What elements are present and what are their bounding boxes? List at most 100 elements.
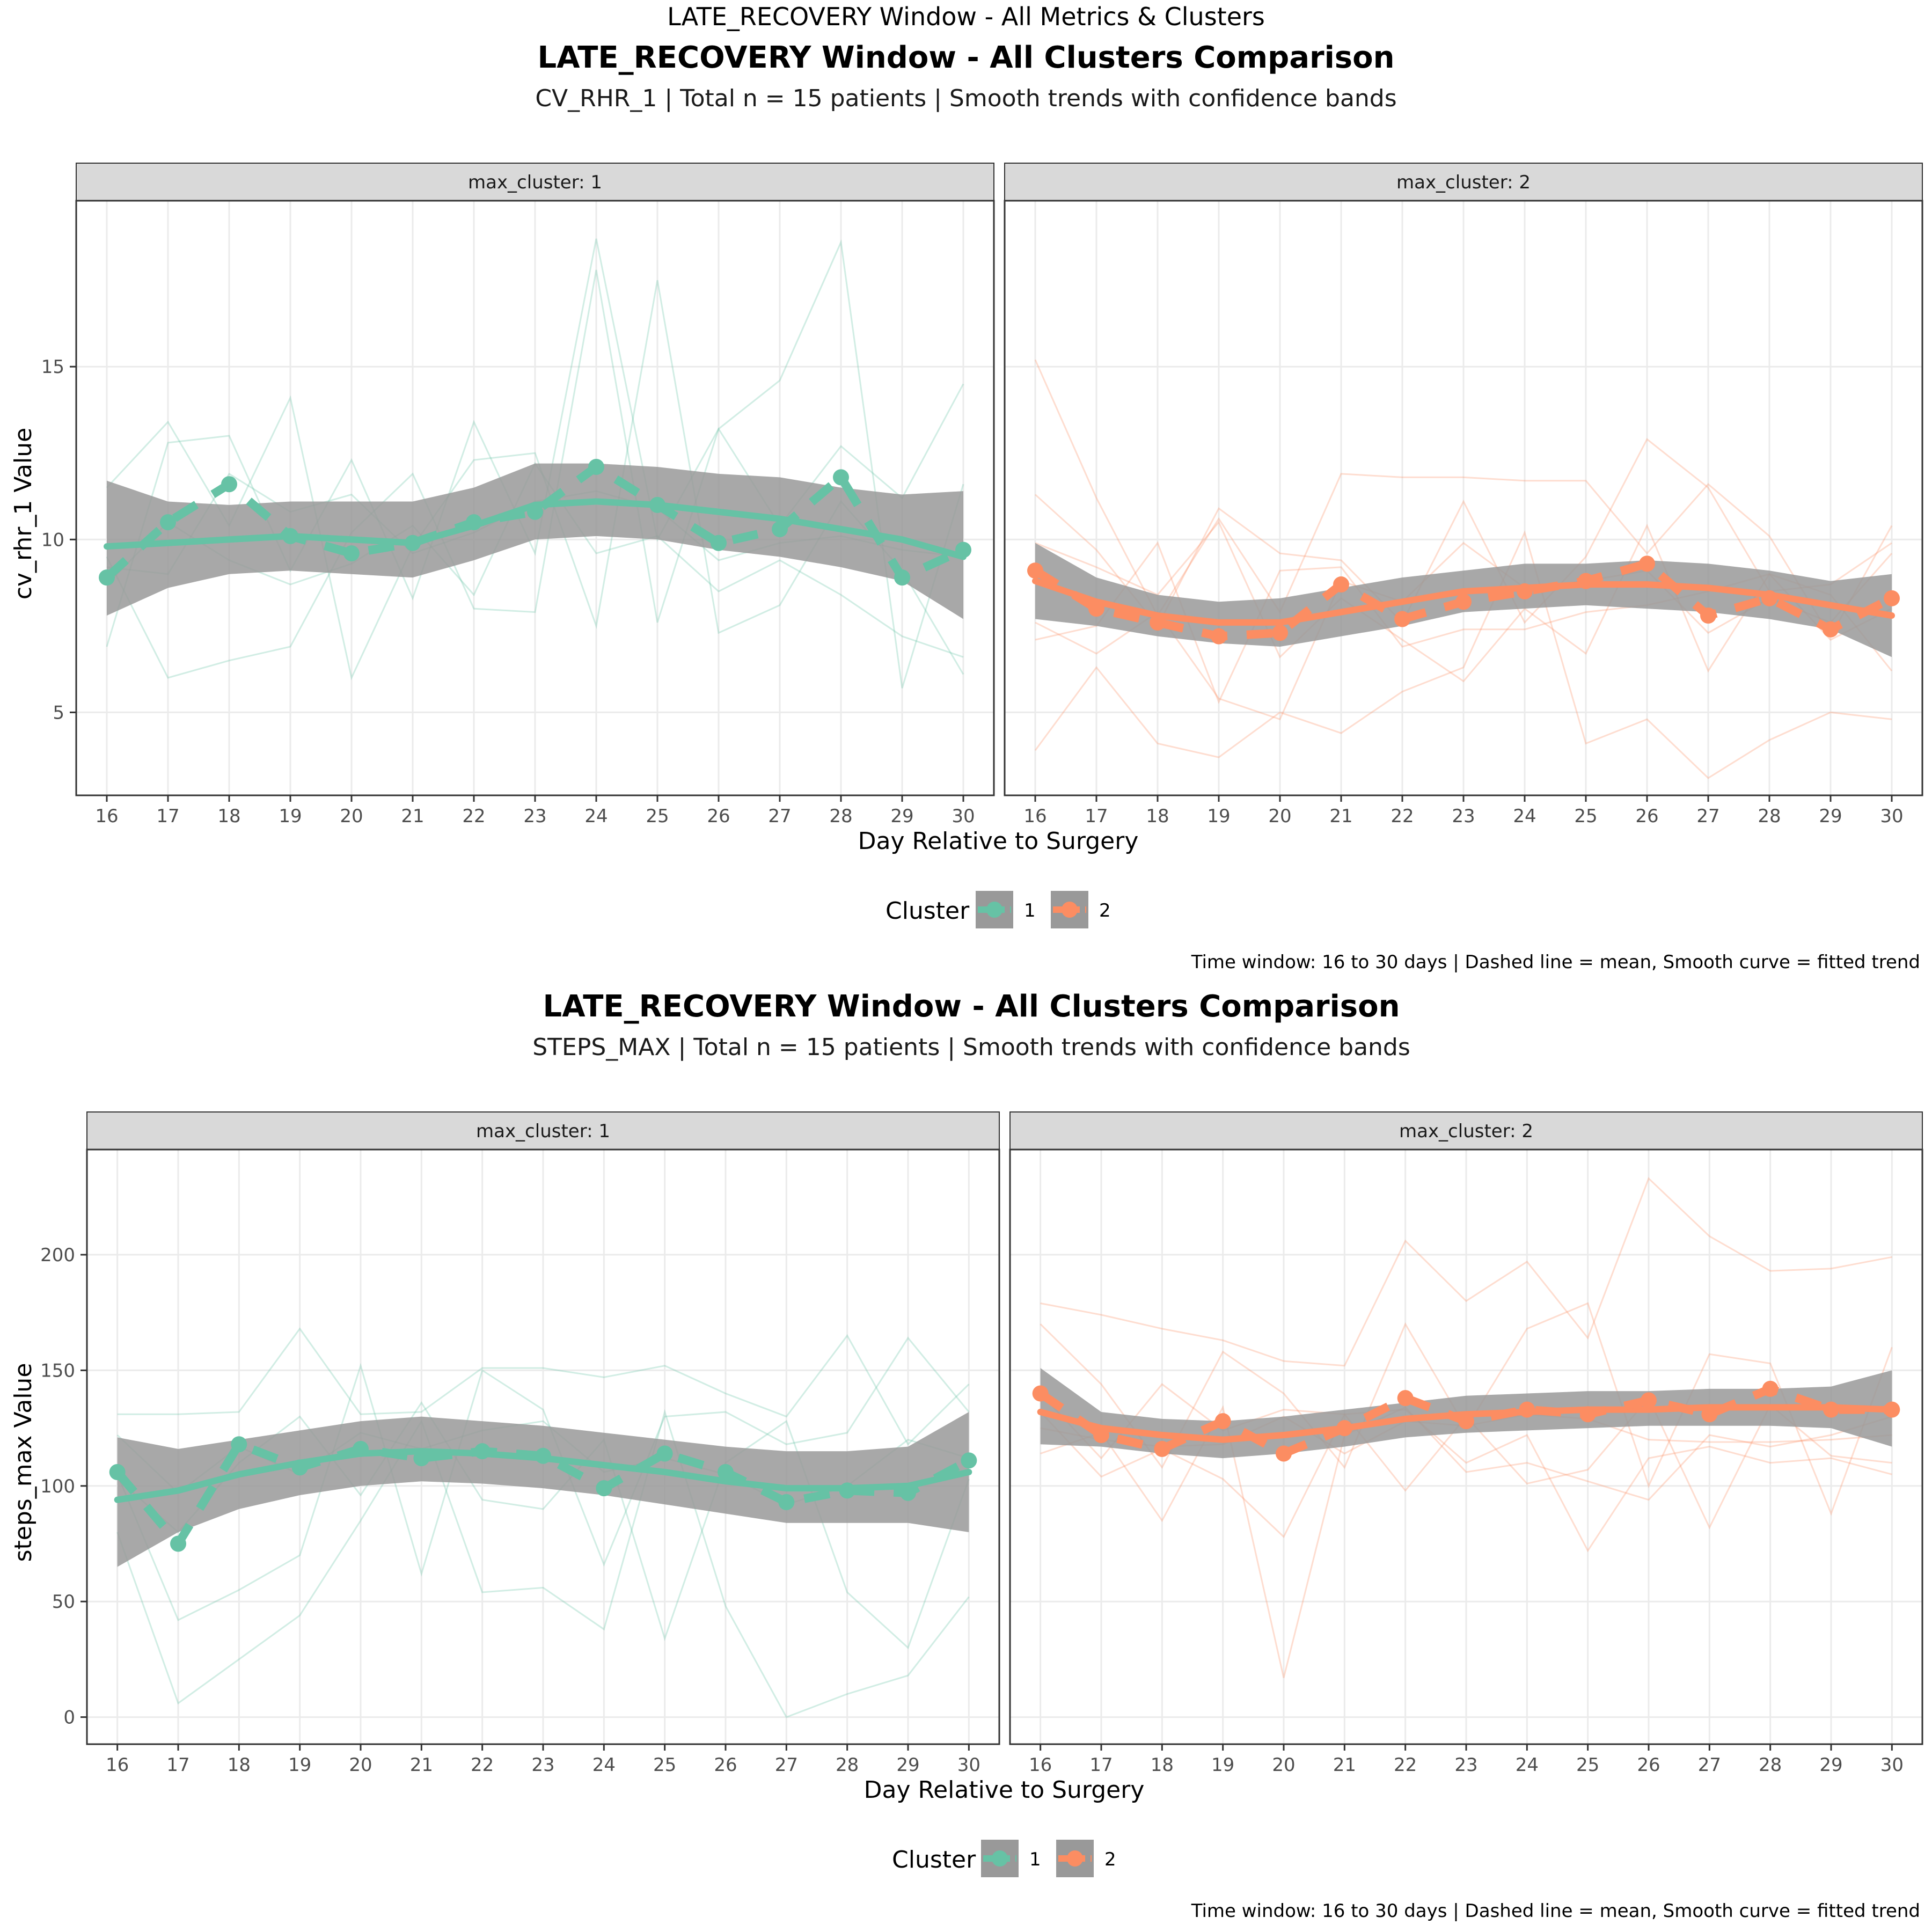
- x-tick-label: 30: [1880, 1754, 1904, 1776]
- x-tick-label: 27: [1698, 1754, 1721, 1776]
- x-tick-label: 21: [410, 1754, 433, 1776]
- x-tick-label: 21: [1329, 806, 1352, 827]
- legend-entry-label: 2: [1104, 1849, 1116, 1870]
- facet-cluster-2: max_cluster: 2 16 17 18 19 20 21 22 23 24 25 26 27 28…: [1004, 163, 1923, 827]
- mean-point: [282, 528, 298, 544]
- mean-point: [1211, 628, 1227, 645]
- mean-point: [839, 1482, 855, 1499]
- mean-point: [405, 535, 421, 551]
- chart-panel-steps-max: LATE_RECOVERY Window - All Clusters Comp…: [10, 989, 1923, 1922]
- mean-point: [535, 1447, 551, 1464]
- mean-point: [961, 1452, 977, 1469]
- mean-point: [1027, 562, 1043, 579]
- x-tick-label: 16: [1029, 1754, 1052, 1776]
- x-tick-label: 16: [95, 806, 118, 827]
- mean-point: [109, 1463, 126, 1480]
- mean-point: [353, 1440, 369, 1457]
- x-tick-label: 28: [1758, 806, 1781, 827]
- facet-strip-label: max_cluster: 2: [1399, 1121, 1533, 1142]
- legend: Cluster 1 2: [892, 1840, 1116, 1877]
- x-axis-label: Day Relative to Surgery: [864, 1776, 1145, 1804]
- chart-panel-cv-rhr-1: LATE_RECOVERY Window - All Clusters Comp…: [10, 40, 1923, 973]
- x-tick-label: 27: [768, 806, 791, 827]
- x-tick-label: 21: [401, 806, 424, 827]
- mean-point: [1093, 1427, 1109, 1444]
- x-tick-label: 30: [1880, 806, 1903, 827]
- x-tick-label: 21: [1333, 1754, 1356, 1776]
- mean-point: [1701, 1406, 1718, 1423]
- chart-caption: Time window: 16 to 30 days | Dashed line…: [1191, 1900, 1920, 1922]
- mean-point: [1214, 1413, 1231, 1430]
- mean-point: [1397, 1390, 1414, 1407]
- legend-title: Cluster: [892, 1846, 976, 1874]
- mean-point: [1823, 1401, 1839, 1418]
- mean-point: [1641, 1392, 1657, 1409]
- patient-line: [117, 1327, 970, 1446]
- x-tick-label: 17: [156, 806, 179, 827]
- y-tick-label: 5: [53, 702, 64, 723]
- confidence-band: [117, 1411, 969, 1567]
- y-tick-label: 150: [40, 1360, 75, 1381]
- x-tick-label: 25: [646, 806, 669, 827]
- mean-point: [1884, 1401, 1900, 1418]
- mean-point: [1333, 576, 1349, 593]
- x-tick-label: 22: [1391, 806, 1414, 827]
- mean-point: [1700, 608, 1716, 624]
- x-tick-label: 29: [890, 806, 913, 827]
- mean-point: [466, 514, 482, 531]
- mean-point: [1455, 594, 1472, 610]
- x-tick-label: 18: [1151, 1754, 1174, 1776]
- facet-strip: [1009, 1111, 1923, 1150]
- facet-strip-label: max_cluster: 1: [476, 1121, 610, 1142]
- x-tick-label: 18: [1146, 806, 1169, 827]
- mean-point: [1336, 1420, 1353, 1437]
- x-axis-label: Day Relative to Surgery: [858, 828, 1139, 855]
- mean-point: [1519, 1401, 1535, 1418]
- x-tick-label: 24: [592, 1754, 616, 1776]
- mean-point: [833, 469, 849, 486]
- y-tick-label: 15: [41, 356, 64, 378]
- mean-point: [894, 569, 910, 586]
- x-tick-label: 23: [1452, 806, 1475, 827]
- x-tick-label: 22: [1394, 1754, 1417, 1776]
- x-tick-label: 19: [279, 806, 302, 827]
- x-tick-label: 23: [531, 1754, 554, 1776]
- mean-point: [170, 1535, 186, 1552]
- mean-point: [649, 496, 665, 513]
- mean-point: [1761, 590, 1777, 606]
- mean-point: [1276, 1445, 1292, 1462]
- mean-point: [718, 1463, 734, 1480]
- mean-point: [1394, 611, 1410, 627]
- x-tick-label: 30: [952, 806, 975, 827]
- facet-cluster-1: max_cluster: 1 16 17 18 19 20 21 22 23 24 25 26 27 28…: [40, 1111, 1000, 1776]
- mean-point: [1272, 625, 1288, 641]
- x-tick-label: 20: [1268, 806, 1291, 827]
- y-tick-label: 50: [52, 1591, 75, 1613]
- mean-line: [114, 1439, 971, 1552]
- legend-key-point: [986, 902, 1002, 918]
- mean-point: [1639, 555, 1655, 572]
- x-tick-label: 29: [896, 1754, 919, 1776]
- mean-line: [104, 462, 965, 583]
- x-tick-label: 23: [523, 806, 546, 827]
- x-tick-label: 22: [462, 806, 485, 827]
- chart-caption: Time window: 16 to 30 days | Dashed line…: [1191, 952, 1920, 973]
- x-tick-label: 30: [957, 1754, 980, 1776]
- x-tick-label: 24: [1513, 806, 1536, 827]
- mean-point: [1458, 1413, 1474, 1430]
- patient-line: [1040, 1409, 1892, 1553]
- x-tick-label: 26: [1635, 806, 1658, 827]
- legend-key-point: [992, 1850, 1008, 1867]
- chart-title: LATE_RECOVERY Window - All Clusters Comp…: [543, 989, 1400, 1024]
- page-title: LATE_RECOVERY Window - All Metrics & Clu…: [667, 2, 1265, 31]
- x-tick-label: 23: [1454, 1754, 1477, 1776]
- y-tick-label: 200: [40, 1245, 75, 1266]
- facet-strip: [1004, 163, 1923, 201]
- mean-point: [1517, 583, 1533, 599]
- facet-cluster-2: max_cluster: 2 16 17 18 19 20 21 22 23 24 25 26 27 28…: [1009, 1111, 1923, 1776]
- mean-point: [99, 569, 115, 586]
- mean-point: [778, 1494, 795, 1510]
- x-tick-label: 16: [106, 1754, 129, 1776]
- x-tick-label: 26: [714, 1754, 737, 1776]
- mean-point: [656, 1445, 673, 1462]
